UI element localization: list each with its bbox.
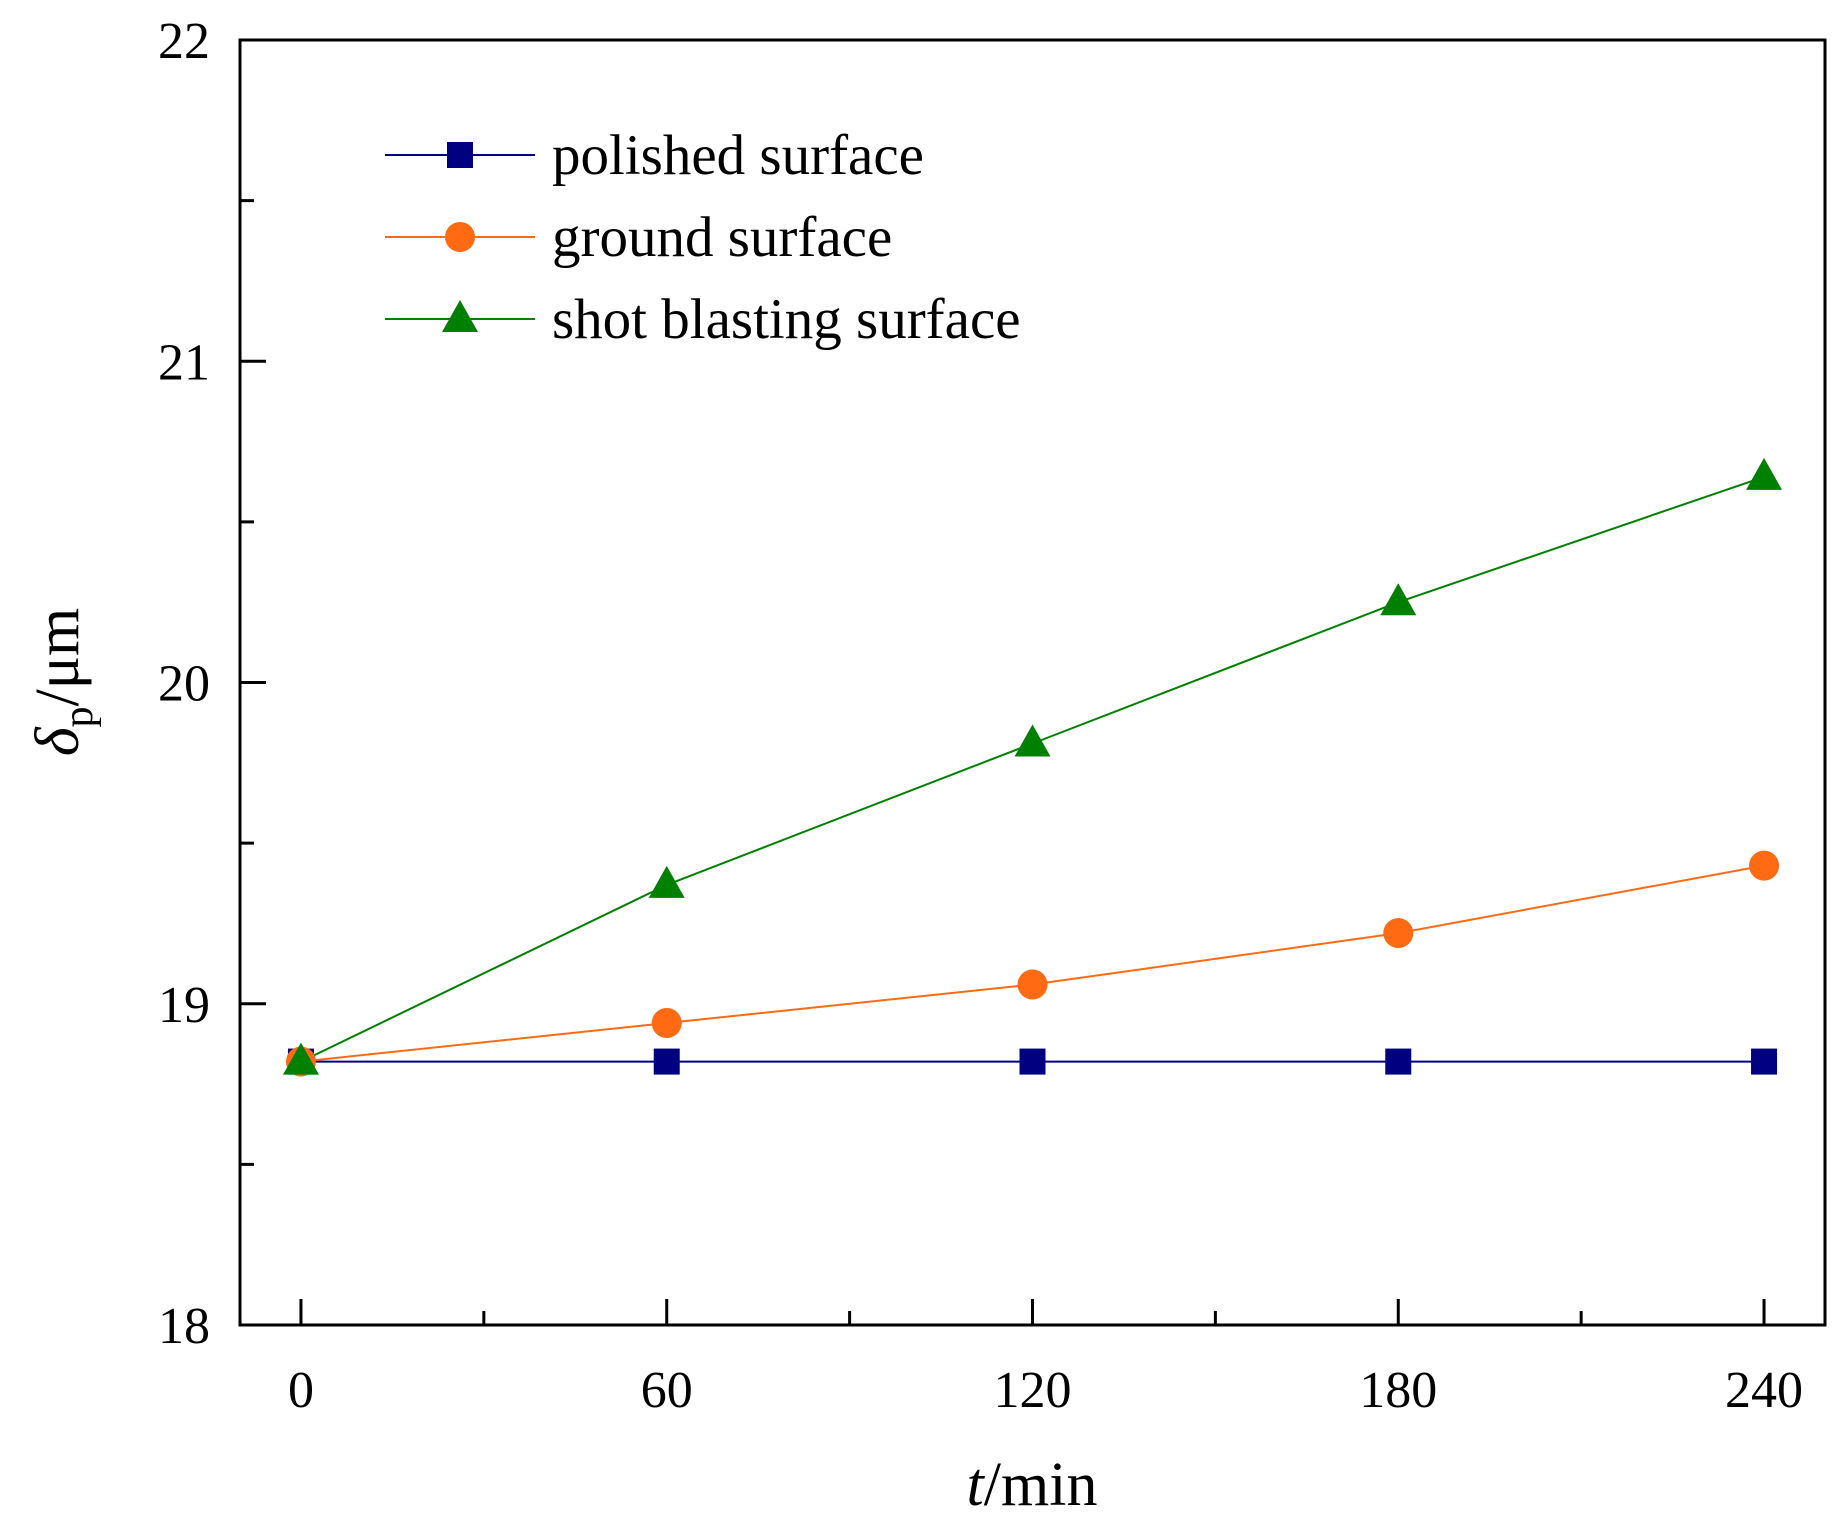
y-tick-label: 19 xyxy=(158,977,210,1034)
plot-frame xyxy=(238,38,1827,1327)
x-tick-label: 120 xyxy=(994,1362,1072,1419)
data-point-polished-surface xyxy=(1019,1048,1046,1075)
legend: polished surface ground surface shot blast… xyxy=(385,124,1021,351)
x-axis-label-var: t xyxy=(967,1451,986,1519)
series-layer xyxy=(282,457,1783,1077)
x-tick-label: 0 xyxy=(288,1362,314,1419)
legend-label-shot-blasting-surface: shot blasting surface xyxy=(552,288,1021,351)
data-point-ground-surface xyxy=(1017,969,1048,1000)
x-tick-label: 60 xyxy=(641,1362,693,1419)
data-point-shot-blasting-surface xyxy=(1746,457,1783,490)
ticks-layer: 0 60 120 180 240 18 19 20 21 22 xyxy=(158,13,1803,1419)
y-tick-label: 21 xyxy=(158,334,210,391)
legend-marker-polished-surface xyxy=(447,142,473,168)
data-point-polished-surface xyxy=(1385,1048,1412,1075)
x-tick-label: 180 xyxy=(1359,1362,1437,1419)
series-line-ground-surface xyxy=(300,864,1765,1063)
y-tick-label: 20 xyxy=(158,656,210,713)
data-point-polished-surface xyxy=(1751,1048,1778,1075)
data-point-shot-blasting-surface xyxy=(1380,583,1417,616)
data-point-shot-blasting-surface xyxy=(1014,724,1051,757)
y-axis-label-symbol: δ xyxy=(24,726,92,756)
x-tick-label: 240 xyxy=(1725,1362,1803,1419)
x-axis-label: t/min xyxy=(967,1451,1098,1519)
legend-label-ground-surface: ground surface xyxy=(552,206,892,269)
data-point-ground-surface xyxy=(1383,918,1414,949)
y-tick-label: 22 xyxy=(158,13,210,70)
data-point-ground-surface xyxy=(651,1008,682,1039)
data-point-shot-blasting-surface xyxy=(282,1042,319,1075)
legend-marker-shot-blasting-surface xyxy=(442,300,478,332)
legend-label-polished-surface: polished surface xyxy=(552,124,924,187)
y-axis-label: δp/μm xyxy=(24,608,102,757)
data-point-ground-surface xyxy=(1749,850,1780,881)
y-axis-label-unit: /μm xyxy=(24,608,92,707)
y-tick-label: 18 xyxy=(158,1298,210,1355)
x-axis-label-unit: /min xyxy=(984,1451,1098,1519)
data-point-polished-surface xyxy=(653,1048,680,1075)
data-point-shot-blasting-surface xyxy=(648,865,685,898)
y-axis-label-subscript: p xyxy=(56,706,102,727)
legend-marker-ground-surface xyxy=(445,222,475,252)
